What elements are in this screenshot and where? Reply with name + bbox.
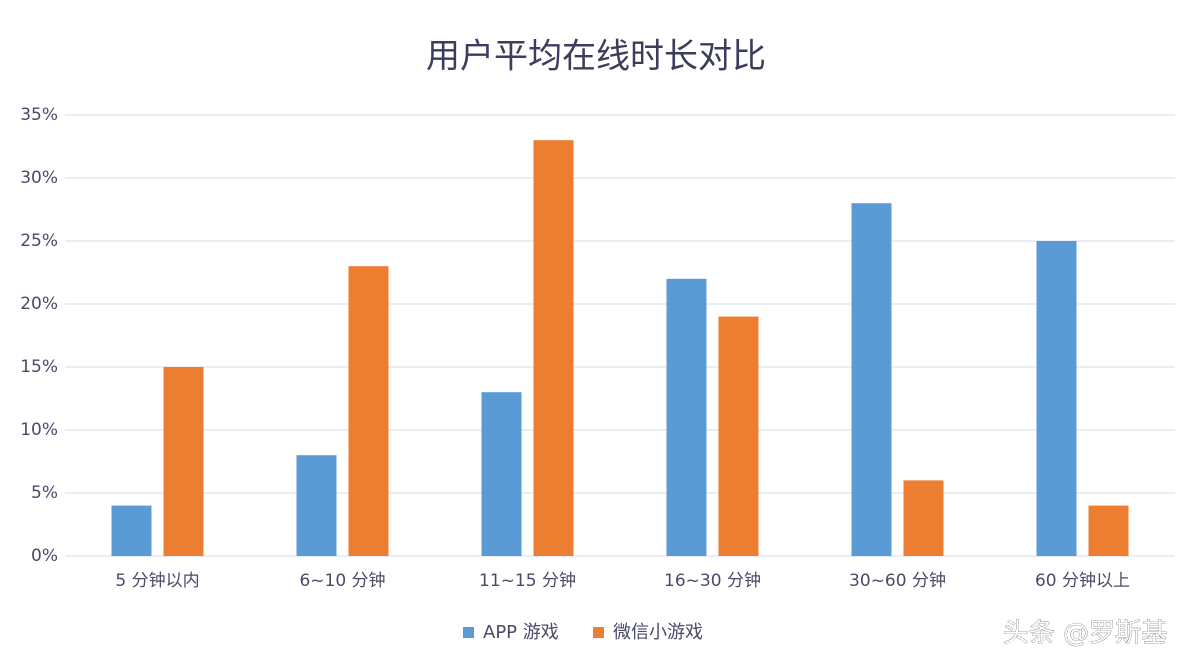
bar xyxy=(163,367,204,556)
bar xyxy=(1036,241,1077,556)
bar xyxy=(903,480,944,556)
bar xyxy=(348,266,389,556)
bar xyxy=(666,278,707,556)
watermark: 头条 @罗斯基 xyxy=(1003,619,1167,649)
x-tick-label: 5 分钟以内 xyxy=(115,571,199,591)
bar xyxy=(296,455,337,556)
bar xyxy=(718,316,759,556)
legend-label: APP 游戏 xyxy=(483,622,559,643)
bar xyxy=(481,392,522,556)
x-tick-label: 60 分钟以上 xyxy=(1035,571,1130,591)
chart-title: 用户平均在线时长对比 xyxy=(426,37,766,77)
x-tick-label: 6~10 分钟 xyxy=(299,571,385,591)
y-tick-label: 5% xyxy=(31,483,58,503)
bar xyxy=(1088,505,1129,556)
y-tick-label: 30% xyxy=(20,168,58,188)
x-tick-label: 30~60 分钟 xyxy=(849,571,946,591)
y-tick-label: 15% xyxy=(20,357,58,377)
y-tick-label: 0% xyxy=(31,546,58,566)
bar xyxy=(851,203,892,556)
x-tick-label: 16~30 分钟 xyxy=(664,571,761,591)
y-tick-label: 20% xyxy=(20,294,58,314)
y-tick-label: 35% xyxy=(20,105,58,125)
y-tick-label: 25% xyxy=(20,231,58,251)
bar xyxy=(111,505,152,556)
legend-swatch xyxy=(463,627,474,638)
legend-swatch xyxy=(593,627,604,638)
bar xyxy=(533,140,574,556)
legend-label: 微信小游戏 xyxy=(613,622,703,643)
x-tick-label: 11~15 分钟 xyxy=(479,571,576,591)
y-tick-label: 10% xyxy=(20,420,58,440)
